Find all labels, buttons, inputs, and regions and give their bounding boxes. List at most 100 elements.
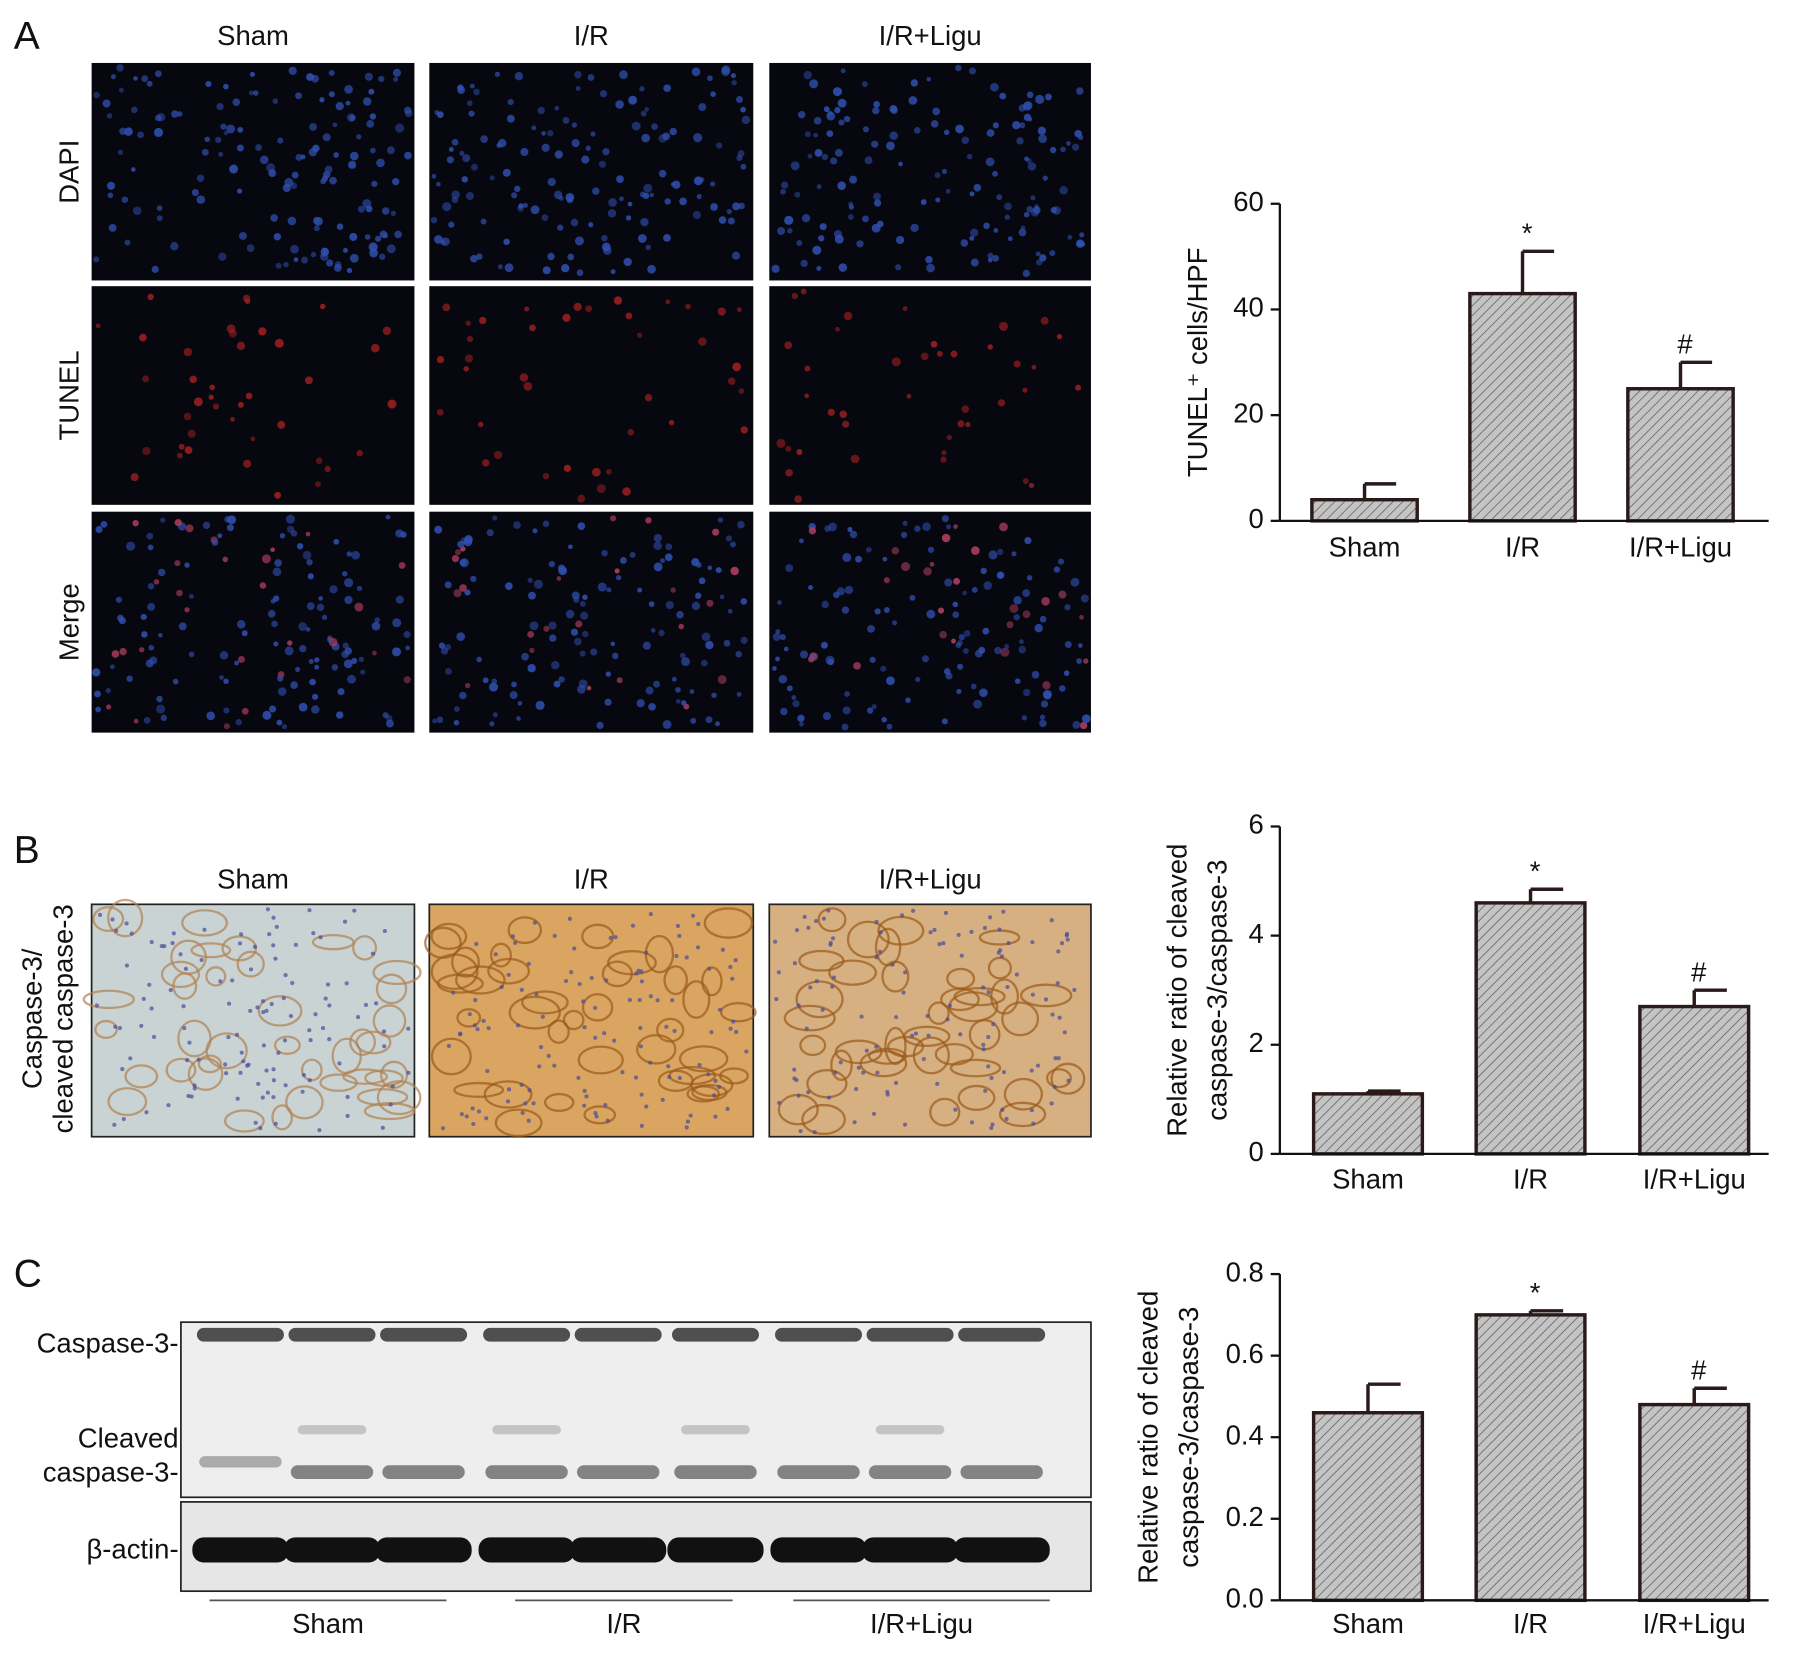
nucleus: [677, 1075, 682, 1081]
nucleus: [910, 1033, 915, 1038]
nucleus: [299, 644, 307, 653]
nucleus: [442, 303, 451, 312]
nucleus: [117, 149, 124, 155]
nucleus: [866, 546, 872, 553]
nucleus: [1049, 918, 1054, 923]
nucleus: [799, 721, 804, 727]
nucleus: [486, 1026, 491, 1031]
nucleus: [1022, 478, 1029, 484]
nucleus: [319, 97, 325, 103]
blot-band: [192, 1537, 289, 1563]
nucleus: [277, 675, 284, 682]
nucleus: [895, 264, 902, 271]
nucleus: [348, 160, 357, 169]
nucleus: [826, 111, 836, 121]
nucleus: [707, 75, 713, 82]
nucleus: [1022, 610, 1031, 619]
nucleus: [357, 205, 366, 213]
tubule: [783, 1004, 836, 1032]
nucleus: [928, 930, 933, 935]
nucleus: [326, 259, 334, 267]
nucleus: [902, 306, 908, 311]
nucleus: [562, 313, 571, 322]
nucleus: [901, 562, 911, 572]
blot-label: Cleaved: [78, 1422, 179, 1453]
nucleus: [716, 142, 723, 149]
nucleus: [345, 1113, 350, 1119]
nucleus: [291, 171, 299, 179]
blot-band: [866, 1327, 954, 1342]
nucleus: [800, 288, 807, 295]
nucleus: [327, 1037, 332, 1042]
nucleus: [1022, 589, 1031, 597]
nucleus: [325, 982, 331, 987]
nucleus: [1039, 615, 1047, 623]
nucleus: [796, 240, 803, 247]
nucleus: [385, 719, 394, 728]
nucleus: [1026, 91, 1034, 99]
nucleus: [337, 688, 345, 696]
nucleus: [605, 1118, 610, 1123]
nucleus: [780, 188, 786, 195]
nucleus: [574, 70, 582, 79]
nucleus: [556, 576, 562, 581]
nucleus: [775, 656, 780, 662]
tubule: [998, 1101, 1047, 1128]
nucleus: [806, 1090, 811, 1095]
y-tick-label: 0.2: [1226, 1501, 1264, 1532]
nucleus: [891, 357, 901, 367]
nucleus: [792, 700, 800, 708]
nucleus: [707, 966, 712, 971]
tubule: [987, 956, 1012, 980]
blot-band: [960, 1465, 1043, 1479]
nucleus: [1042, 175, 1048, 181]
nucleus: [267, 610, 276, 618]
nucleus: [239, 231, 247, 240]
nucleus: [873, 192, 882, 201]
blot-band: [775, 1327, 863, 1342]
nucleus: [189, 1094, 194, 1099]
nucleus: [653, 680, 661, 688]
tubule: [701, 966, 723, 997]
nucleus: [796, 1093, 801, 1098]
nucleus: [282, 1038, 288, 1043]
nucleus: [308, 1038, 313, 1043]
blot-band: [483, 1327, 571, 1342]
nucleus: [301, 256, 309, 264]
nucleus: [940, 456, 947, 463]
nucleus: [971, 546, 980, 555]
nucleus: [191, 188, 199, 197]
nucleus: [102, 99, 111, 108]
nucleus: [184, 607, 190, 613]
nucleus: [277, 137, 284, 144]
nucleus: [193, 397, 203, 407]
nucleus: [658, 629, 665, 637]
nucleus: [988, 915, 993, 920]
nucleus: [670, 587, 676, 593]
nucleus: [886, 676, 895, 686]
nucleus: [1006, 941, 1011, 946]
nucleus: [627, 429, 634, 436]
nucleus: [821, 153, 829, 161]
nucleus: [565, 192, 575, 202]
nucleus: [663, 84, 671, 92]
nucleus: [648, 1060, 653, 1065]
nucleus: [290, 182, 298, 190]
nucleus: [141, 996, 146, 1001]
nucleus: [333, 152, 339, 158]
nucleus: [1013, 360, 1021, 368]
nucleus: [258, 327, 267, 336]
nucleus: [601, 549, 608, 557]
blot-band: [283, 1537, 381, 1563]
row-label: TUNEL: [53, 350, 84, 440]
nucleus: [571, 122, 578, 128]
nucleus: [271, 1095, 276, 1100]
blot-band: [380, 1327, 468, 1342]
y-tick-label: 4: [1249, 918, 1264, 949]
nucleus: [587, 74, 595, 81]
nucleus: [989, 1125, 994, 1131]
nucleus: [639, 969, 644, 974]
nucleus: [939, 630, 947, 639]
nucleus: [189, 375, 197, 384]
nucleus: [562, 116, 570, 124]
